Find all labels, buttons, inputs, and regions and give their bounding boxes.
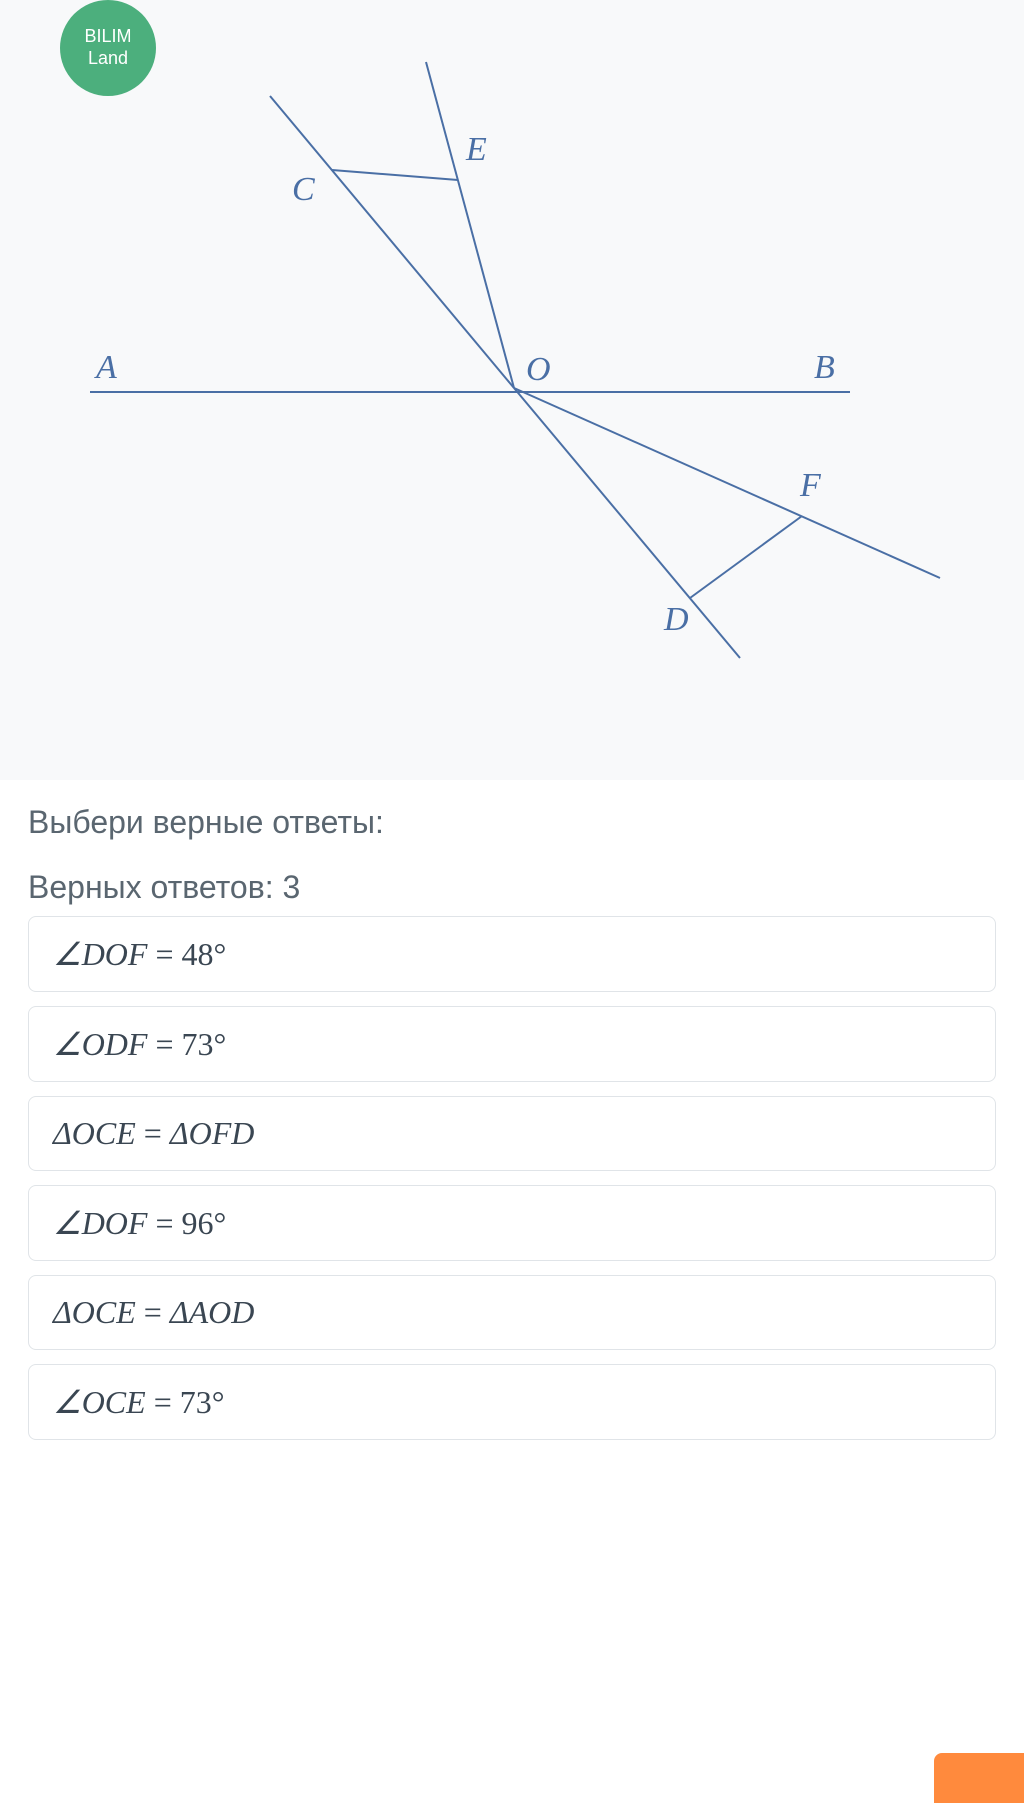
label-B: B [814, 349, 835, 386]
prompt-text: Выбери верные ответы: [0, 804, 1024, 841]
label-D: D [663, 601, 689, 638]
line-EO [426, 62, 514, 388]
option-eq: = [136, 1294, 170, 1330]
option-rhs: 73° [182, 1026, 227, 1062]
option-lhs: ΔOCE [53, 1294, 136, 1330]
option-rhs: 73° [180, 1384, 225, 1420]
label-F: F [799, 467, 822, 504]
correct-count: Верных ответов: 3 [0, 869, 1024, 906]
answer-option-1[interactable]: ∠DOF = 48° [28, 916, 996, 992]
option-rhs: 96° [182, 1205, 227, 1241]
label-O: O [526, 351, 551, 388]
answer-option-5[interactable]: ΔOCE = ΔAOD [28, 1275, 996, 1350]
option-rhs: ΔAOD [170, 1294, 255, 1330]
option-lhs: ∠DOF [53, 1205, 147, 1241]
diagram-area: BILIM Land ABCEOFD [0, 0, 1024, 780]
option-eq: = [136, 1115, 170, 1151]
option-lhs: ∠DOF [53, 936, 147, 972]
line-DF [690, 516, 802, 598]
option-lhs: ∠ODF [53, 1026, 147, 1062]
option-eq: = [146, 1384, 180, 1420]
answer-option-4[interactable]: ∠DOF = 96° [28, 1185, 996, 1261]
option-eq: = [147, 936, 181, 972]
line-OF_ext [514, 388, 940, 578]
answer-option-3[interactable]: ΔOCE = ΔOFD [28, 1096, 996, 1171]
label-C: C [292, 171, 315, 208]
label-E: E [465, 131, 487, 168]
line-CE [332, 170, 458, 180]
label-A: A [94, 349, 117, 386]
line-CD_ext_bot [514, 388, 740, 658]
corner-tab[interactable] [934, 1753, 1024, 1803]
option-rhs: 48° [182, 936, 227, 972]
option-lhs: ΔOCE [53, 1115, 136, 1151]
option-lhs: ∠OCE [53, 1384, 146, 1420]
answer-option-6[interactable]: ∠OCE = 73° [28, 1364, 996, 1440]
option-eq: = [147, 1205, 181, 1241]
answer-option-2[interactable]: ∠ODF = 73° [28, 1006, 996, 1082]
options-list: ∠DOF = 48° ∠ODF = 73° ΔOCE = ΔOFD ∠DOF = 96… [0, 916, 1024, 1440]
option-eq: = [147, 1026, 181, 1062]
option-rhs: ΔOFD [170, 1115, 255, 1151]
geometry-diagram: A B C E O F D [0, 0, 1024, 780]
